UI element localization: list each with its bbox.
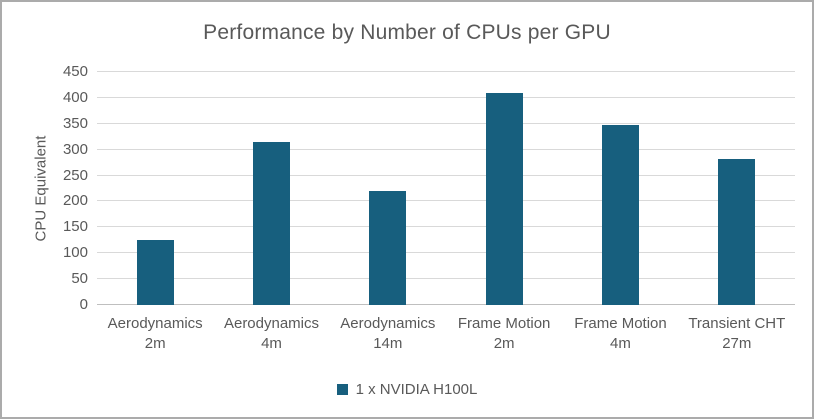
y-tick-label-50: 50 bbox=[71, 270, 88, 288]
x-axis-label-line: 2m bbox=[493, 335, 515, 352]
chart-title: Performance by Number of CPUs per GPU bbox=[203, 21, 611, 44]
x-axis-label-transient-cht-27m: Transient CHT 27m bbox=[679, 314, 795, 354]
y-tick-label-350: 350 bbox=[62, 114, 88, 132]
bar-slot-2 bbox=[330, 72, 446, 305]
y-tick-label-0: 0 bbox=[79, 296, 88, 313]
bar-slot-0 bbox=[97, 72, 213, 305]
x-axis-label-line: 27m bbox=[722, 335, 752, 352]
bar-aerodynamics-14m bbox=[369, 191, 407, 305]
gridline-450 bbox=[97, 71, 795, 72]
x-axis-label-line: Frame Motion bbox=[574, 315, 667, 332]
bars-layer bbox=[97, 72, 795, 305]
plot-area bbox=[97, 71, 795, 305]
x-axis-label-aerodynamics-4m: Aerodynamics 4m bbox=[213, 314, 329, 354]
y-tick-label-200: 200 bbox=[62, 192, 88, 210]
x-axis-label-aerodynamics-2m: Aerodynamics 2m bbox=[97, 314, 213, 354]
x-axis-label-line: Aerodynamics bbox=[107, 315, 203, 332]
bar-aerodynamics-4m bbox=[252, 141, 290, 305]
gridline-250 bbox=[97, 174, 795, 176]
x-axis-label-line: Aerodynamics bbox=[223, 315, 320, 332]
gridline-300 bbox=[97, 148, 795, 150]
x-axis-label-line: Frame Motion bbox=[457, 315, 551, 332]
x-axis-label-aerodynamics-14m: Aerodynamics 14m bbox=[330, 314, 446, 354]
x-axis-label-line: 4m bbox=[610, 335, 631, 352]
bar-slot-4 bbox=[562, 72, 678, 305]
x-axis-label-line: 14m bbox=[373, 335, 403, 352]
gridline-350 bbox=[97, 122, 795, 124]
bar-slot-5 bbox=[679, 72, 795, 305]
gridline-400 bbox=[97, 96, 795, 98]
y-tick-label-250: 250 bbox=[62, 166, 88, 184]
bar-slot-3 bbox=[446, 72, 562, 305]
y-tick-label-150: 150 bbox=[62, 218, 88, 236]
y-axis-ticks: 0 50 100 150 200 250 300 350 400 450 bbox=[42, 63, 88, 313]
legend: 1 x NVIDIA H100L bbox=[2, 381, 812, 398]
x-axis-label-line: Transient CHT bbox=[688, 315, 786, 332]
legend-label: 1 x NVIDIA H100L bbox=[355, 381, 478, 398]
bar-frame-motion-4m bbox=[601, 125, 639, 305]
y-tick-label-450: 450 bbox=[62, 63, 88, 80]
y-tick-label-300: 300 bbox=[62, 140, 88, 158]
bar-frame-motion-2m bbox=[485, 92, 523, 305]
gridline-0 bbox=[97, 304, 795, 305]
x-axis-label-line: Aerodynamics bbox=[340, 315, 436, 332]
x-axis-labels: Aerodynamics 2m Aerodynamics 4m Aerodynamics… bbox=[97, 314, 795, 354]
bar-slot-1 bbox=[213, 72, 329, 305]
gridline-150 bbox=[97, 226, 795, 228]
legend-swatch-icon bbox=[336, 384, 348, 395]
gridline-200 bbox=[97, 200, 795, 202]
bar-aerodynamics-2m bbox=[136, 240, 174, 305]
x-axis-label-frame-motion-4m: Frame Motion 4m bbox=[562, 314, 678, 354]
gridline-100 bbox=[97, 252, 795, 254]
x-axis-label-line: 4m bbox=[261, 335, 282, 352]
x-axis-label-frame-motion-2m: Frame Motion 2m bbox=[446, 314, 562, 354]
bar-transient-cht-27m bbox=[718, 159, 756, 305]
gridline-50 bbox=[97, 278, 795, 280]
y-tick-label-400: 400 bbox=[62, 88, 88, 106]
y-tick-label-100: 100 bbox=[62, 244, 88, 262]
x-axis-label-line: 2m bbox=[144, 335, 166, 352]
